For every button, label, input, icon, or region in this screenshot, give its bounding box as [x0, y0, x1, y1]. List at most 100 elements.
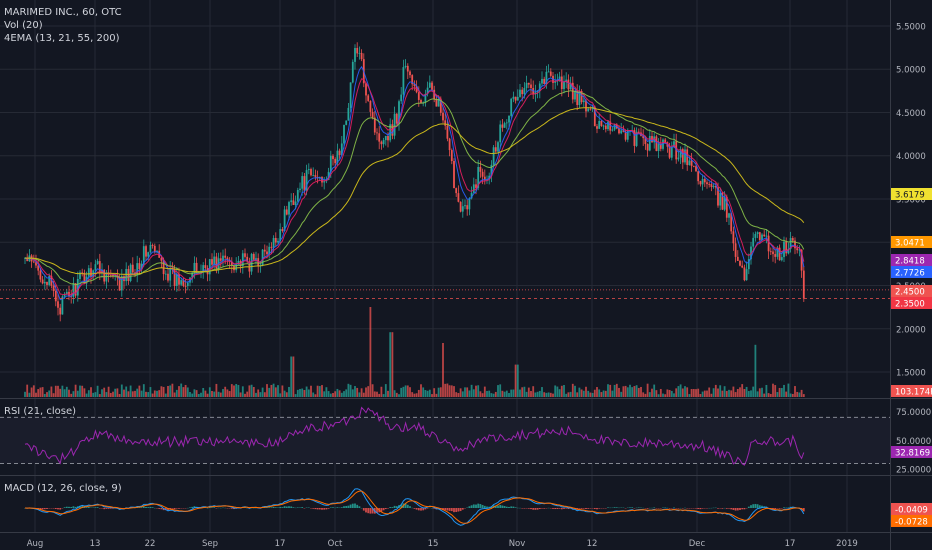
- volume-bar: [307, 389, 310, 397]
- candle-body: [347, 107, 350, 121]
- volume-bar: [554, 385, 557, 397]
- candle-body: [787, 248, 790, 254]
- volume-bar: [563, 385, 565, 397]
- candle-body: [178, 274, 180, 285]
- volume-bar: [580, 389, 583, 397]
- volume-bar: [371, 384, 374, 397]
- candle-body: [743, 267, 746, 281]
- candle-body: [360, 52, 363, 60]
- volume-bar: [145, 391, 147, 397]
- volume-bar: [211, 390, 213, 397]
- volume-bar: [246, 391, 249, 397]
- candle-body: [477, 166, 480, 188]
- candle-body: [611, 129, 614, 131]
- volume-bar: [404, 385, 407, 397]
- ema-legend[interactable]: 4EMA (13, 21, 55, 200): [4, 33, 120, 44]
- volume-bar: [409, 387, 411, 397]
- volume-bar: [538, 390, 541, 397]
- volume-bar: [94, 392, 97, 397]
- volume-bar: [589, 392, 592, 397]
- rsi-legend[interactable]: RSI (21, close): [4, 406, 77, 417]
- volume-pane[interactable]: [24, 307, 805, 397]
- volume-bar: [519, 389, 521, 397]
- volume-bar: [670, 390, 673, 397]
- volume-bar: [32, 385, 35, 397]
- price-axis[interactable]: 1.50002.00002.50003.00003.50004.00004.50…: [891, 22, 932, 528]
- volume-bar: [325, 387, 328, 397]
- volume-bar: [615, 383, 618, 397]
- macd-histogram-bar: [85, 507, 88, 508]
- symbol-legend[interactable]: MARIMED INC., 60, OTC: [4, 7, 122, 18]
- volume-bar: [149, 387, 152, 397]
- candle-body: [453, 160, 455, 189]
- candle-body: [334, 159, 337, 164]
- price-pane[interactable]: [0, 42, 890, 322]
- volume-bar: [261, 387, 264, 397]
- volume-bar: [140, 390, 143, 397]
- macd-histogram-bar: [57, 508, 59, 510]
- ema200-line: [24, 107, 805, 276]
- macd-histogram-bar: [281, 507, 284, 508]
- volume-bar: [349, 384, 352, 397]
- candle-body: [435, 99, 438, 107]
- volume-bar: [268, 387, 271, 397]
- candle-body: [358, 52, 361, 54]
- candle-body: [717, 187, 719, 206]
- candle-body: [224, 255, 227, 258]
- candle-body: [455, 188, 458, 194]
- macd-histogram-bar: [413, 508, 416, 509]
- volume-bar: [120, 384, 123, 397]
- volume-bar: [57, 385, 59, 397]
- macd-pane[interactable]: [24, 488, 805, 526]
- volume-bar: [470, 384, 473, 397]
- macd-histogram-bar: [728, 508, 730, 509]
- macd-histogram-bar: [109, 508, 112, 509]
- macd-histogram-bar: [94, 507, 97, 508]
- candle-body: [268, 246, 271, 255]
- candle-body: [483, 176, 486, 180]
- rsi-value-badge-bg: [891, 446, 932, 458]
- volume-bar: [651, 388, 653, 397]
- candle-body: [563, 81, 565, 90]
- candle-body: [351, 61, 354, 83]
- macd-histogram-bar: [734, 508, 737, 511]
- volume-bar: [552, 393, 554, 397]
- price-tick-label: 3.5000: [896, 196, 926, 206]
- volume-bar: [602, 390, 605, 397]
- rsi-line: [24, 406, 805, 466]
- volume-bar: [314, 394, 317, 397]
- macd-histogram-bar: [83, 507, 86, 508]
- rsi-pane[interactable]: [0, 406, 890, 466]
- macd-histogram-bar: [384, 508, 387, 510]
- volume-bar: [96, 385, 99, 397]
- macd-histogram-bar: [191, 506, 194, 508]
- volume-bar: [68, 389, 70, 397]
- candle-body: [798, 249, 801, 251]
- volume-bar: [420, 384, 422, 397]
- macd-histogram-bar: [615, 507, 618, 508]
- volume-bar: [98, 394, 101, 397]
- candle-body: [314, 175, 317, 177]
- volume-bar: [411, 392, 414, 397]
- volume-bar: [681, 388, 684, 397]
- volume-bar: [224, 386, 227, 397]
- macd-legend[interactable]: MACD (12, 26, close, 9): [4, 483, 122, 494]
- volume-bar: [376, 391, 378, 397]
- candle-body: [512, 96, 515, 99]
- volume-bar: [780, 388, 783, 397]
- volume-legend[interactable]: Vol (20): [4, 20, 43, 31]
- candle-body: [648, 136, 651, 151]
- volume-bar: [239, 392, 242, 397]
- volume-bar: [745, 386, 748, 397]
- macd-histogram-bar: [523, 508, 526, 509]
- macd-histogram-bar: [697, 508, 700, 510]
- candle-body: [296, 189, 299, 202]
- macd-histogram-bar: [483, 505, 486, 508]
- macd-histogram-bar: [743, 508, 746, 510]
- macd-histogram-bar: [668, 508, 671, 509]
- candle-body: [596, 126, 598, 129]
- time-axis[interactable]: Aug 13 22 Sep 17 Oct 15 Nov 12 Dec 17 2019: [27, 539, 858, 549]
- volume-bar: [131, 391, 134, 397]
- volume-bar: [464, 387, 466, 397]
